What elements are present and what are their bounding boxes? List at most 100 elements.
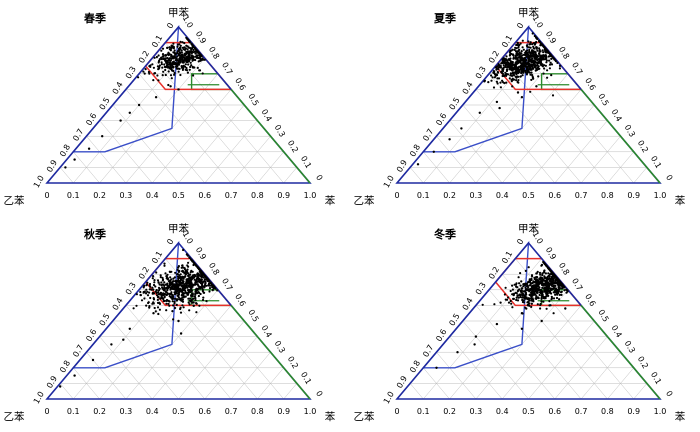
data-point bbox=[190, 47, 194, 50]
data-point bbox=[153, 56, 156, 59]
data-point bbox=[178, 281, 181, 285]
data-point bbox=[170, 77, 173, 80]
data-point bbox=[559, 291, 563, 294]
data-point bbox=[530, 274, 534, 277]
data-point bbox=[205, 277, 208, 280]
tick-label-right: 0.1 bbox=[299, 154, 313, 170]
data-point bbox=[210, 284, 213, 287]
vertex-label-left: 乙苯 bbox=[354, 410, 375, 423]
data-point bbox=[548, 59, 551, 62]
data-point bbox=[145, 288, 148, 291]
data-point bbox=[155, 271, 158, 274]
data-point bbox=[514, 54, 517, 57]
data-point bbox=[511, 53, 514, 56]
data-point bbox=[510, 80, 513, 83]
data-point bbox=[508, 77, 511, 80]
points bbox=[416, 32, 562, 166]
data-point bbox=[520, 50, 523, 53]
data-point bbox=[172, 42, 175, 45]
data-point bbox=[548, 304, 551, 307]
data-point bbox=[510, 302, 513, 305]
data-point bbox=[516, 294, 519, 297]
grid-line bbox=[554, 120, 608, 184]
vertex-label-right: 苯 bbox=[325, 410, 336, 423]
data-point bbox=[532, 293, 535, 296]
data-point bbox=[201, 72, 204, 75]
data-point bbox=[506, 68, 509, 71]
data-point bbox=[91, 358, 95, 362]
data-point bbox=[530, 65, 533, 68]
tick-label-right: 0.9 bbox=[544, 246, 558, 262]
data-point bbox=[507, 296, 510, 299]
data-point bbox=[557, 290, 560, 293]
data-point bbox=[182, 306, 185, 309]
data-point bbox=[184, 63, 187, 66]
data-point bbox=[416, 163, 420, 166]
data-point bbox=[527, 280, 530, 283]
data-point bbox=[161, 47, 165, 50]
data-point bbox=[189, 279, 192, 282]
data-point bbox=[520, 68, 523, 71]
grid-line bbox=[554, 336, 608, 400]
data-point bbox=[163, 299, 166, 303]
tick-label-left: 1.0 bbox=[32, 174, 46, 190]
data-point bbox=[192, 297, 195, 300]
data-point bbox=[549, 289, 552, 293]
data-point bbox=[188, 288, 192, 291]
tick-label-right: 0.6 bbox=[233, 292, 247, 308]
data-point bbox=[179, 56, 182, 59]
data-point bbox=[519, 75, 522, 78]
data-point bbox=[507, 301, 511, 304]
data-point bbox=[540, 276, 543, 279]
data-point bbox=[517, 67, 520, 70]
data-point bbox=[176, 50, 180, 53]
ternary-plot: 0000.10.10.10.20.20.20.30.30.30.40.40.40… bbox=[354, 222, 686, 423]
data-point bbox=[515, 43, 518, 47]
data-point bbox=[157, 312, 160, 316]
data-point bbox=[165, 59, 168, 62]
tick-label-right: 0.8 bbox=[207, 45, 221, 61]
data-point bbox=[535, 40, 538, 44]
grid-line bbox=[528, 104, 595, 184]
data-point bbox=[164, 272, 167, 275]
data-point bbox=[149, 64, 152, 67]
data-point bbox=[154, 96, 158, 99]
data-point bbox=[545, 289, 548, 292]
data-point bbox=[154, 285, 157, 288]
data-point bbox=[177, 319, 180, 323]
data-point bbox=[512, 297, 515, 300]
tick-label-bottom: 0.9 bbox=[627, 191, 640, 200]
data-point bbox=[549, 280, 553, 283]
data-point bbox=[519, 52, 522, 55]
data-point bbox=[176, 64, 179, 67]
data-point bbox=[522, 283, 525, 286]
data-point bbox=[529, 279, 532, 282]
data-point bbox=[543, 282, 546, 286]
data-point bbox=[195, 302, 198, 305]
data-point bbox=[152, 79, 155, 82]
data-point bbox=[178, 67, 181, 70]
tick-label-bottom: 0.2 bbox=[93, 191, 106, 200]
data-point bbox=[550, 275, 553, 279]
data-point bbox=[515, 47, 518, 50]
data-point bbox=[163, 262, 166, 265]
data-point bbox=[201, 298, 205, 302]
data-point bbox=[164, 293, 167, 296]
data-point bbox=[529, 43, 532, 46]
data-point bbox=[172, 318, 175, 321]
grid-line bbox=[436, 136, 477, 184]
data-point bbox=[505, 69, 508, 73]
data-point bbox=[530, 78, 533, 81]
data-point bbox=[521, 74, 524, 77]
data-point bbox=[548, 300, 551, 303]
data-point bbox=[168, 63, 171, 66]
data-point bbox=[148, 305, 151, 308]
data-point bbox=[203, 286, 206, 289]
data-point bbox=[522, 285, 525, 288]
data-point bbox=[169, 59, 172, 62]
data-point bbox=[540, 319, 543, 323]
data-point bbox=[166, 53, 169, 56]
data-point bbox=[167, 280, 171, 283]
data-point bbox=[166, 278, 169, 281]
data-point bbox=[193, 295, 196, 298]
